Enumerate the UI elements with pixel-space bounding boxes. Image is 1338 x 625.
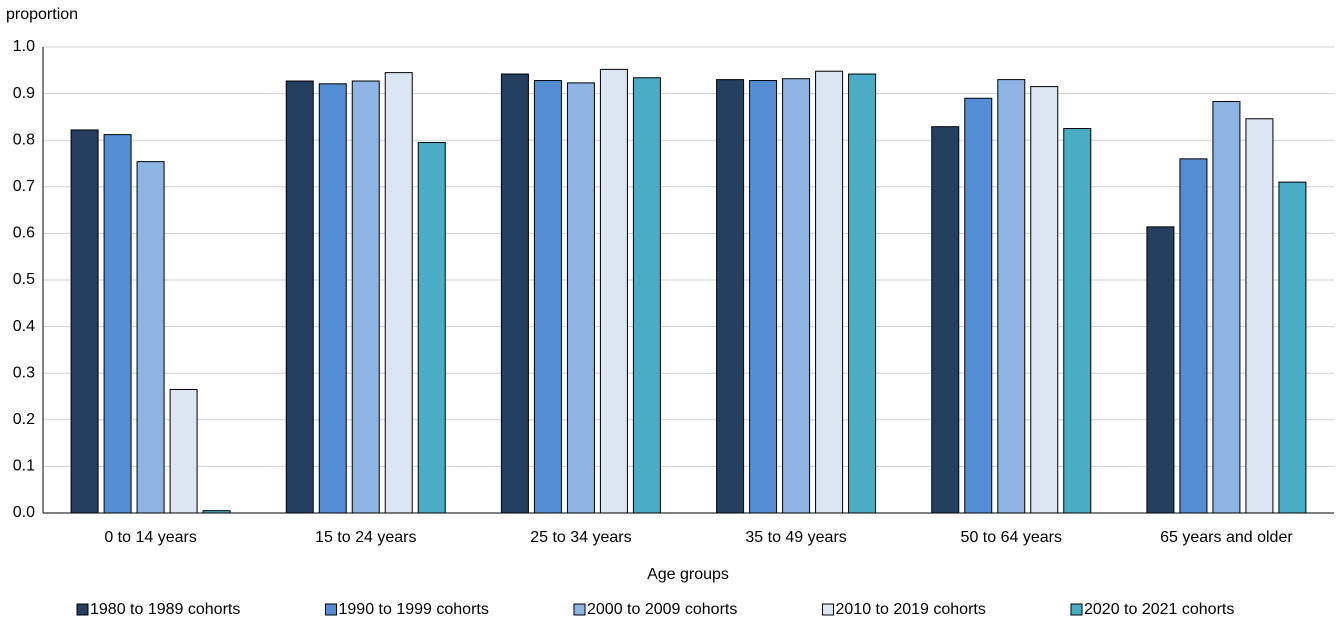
y-axis-label: proportion <box>6 6 78 23</box>
bar <box>169 389 198 514</box>
legend-swatch <box>573 603 586 616</box>
legend-label: 2020 to 2021 cohorts <box>1084 601 1234 618</box>
legend-label: 2000 to 2009 cohorts <box>587 601 737 618</box>
x-tick-label: 65 years and older <box>1160 529 1293 546</box>
bar <box>782 78 811 514</box>
bar <box>1030 86 1059 514</box>
bar <box>815 70 844 514</box>
bar <box>318 83 347 514</box>
bar <box>1146 226 1175 514</box>
y-tick-label: 0.3 <box>13 364 35 381</box>
bar <box>1063 128 1092 514</box>
bar <box>1179 158 1208 514</box>
x-tick-label: 15 to 24 years <box>315 529 416 546</box>
bar <box>202 510 231 514</box>
bar <box>931 126 960 514</box>
x-tick-label: 50 to 64 years <box>961 529 1062 546</box>
legend-swatch <box>325 603 337 616</box>
y-tick-label: 1.0 <box>13 38 35 55</box>
bar <box>848 73 877 514</box>
bar <box>384 72 413 514</box>
bar <box>351 80 380 514</box>
y-tick-label: 0.4 <box>13 318 35 335</box>
bar <box>533 80 562 514</box>
legend-swatch <box>76 603 89 616</box>
x-tick-label: 0 to 14 years <box>104 529 197 546</box>
bar <box>997 79 1026 514</box>
bar <box>70 129 99 514</box>
legend-swatch <box>822 603 834 616</box>
bar <box>599 68 628 514</box>
bar <box>285 80 314 514</box>
legend-label: 1990 to 1999 cohorts <box>339 601 489 618</box>
bar <box>566 82 595 514</box>
legend-label: 2010 to 2019 cohorts <box>836 601 986 618</box>
y-tick-label: 0.6 <box>13 225 35 242</box>
legend-swatch <box>1070 603 1083 616</box>
y-tick-label: 0.2 <box>13 411 35 428</box>
bar <box>103 134 132 514</box>
bar <box>964 97 993 514</box>
bar <box>749 80 778 514</box>
y-tick-label: 0.8 <box>13 131 35 148</box>
y-tick-label: 0.1 <box>13 458 35 475</box>
bar <box>632 77 661 514</box>
bar <box>500 73 529 514</box>
bar <box>1212 101 1241 514</box>
x-axis-title: Age groups <box>647 566 729 583</box>
bar <box>716 79 745 514</box>
y-tick-label: 0.5 <box>13 271 35 288</box>
legend-label: 1980 to 1989 cohorts <box>90 601 240 618</box>
bar <box>1245 118 1274 514</box>
bar <box>417 142 446 514</box>
x-tick-label: 25 to 34 years <box>530 529 631 546</box>
bar <box>136 161 165 514</box>
bar <box>1278 181 1307 514</box>
y-tick-label: 0.0 <box>13 504 35 521</box>
x-tick-label: 35 to 49 years <box>745 529 846 546</box>
y-tick-label: 0.9 <box>13 85 35 102</box>
y-tick-label: 0.7 <box>13 178 35 195</box>
